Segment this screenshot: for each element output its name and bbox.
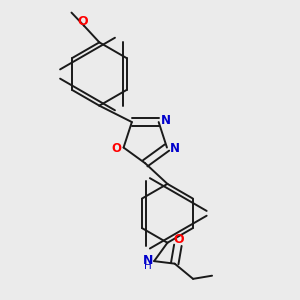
Text: N: N <box>142 254 153 267</box>
Text: O: O <box>173 233 184 246</box>
Text: N: N <box>161 114 171 127</box>
Text: N: N <box>169 142 179 155</box>
Text: H: H <box>144 261 152 271</box>
Text: O: O <box>112 142 122 155</box>
Text: O: O <box>77 15 88 28</box>
